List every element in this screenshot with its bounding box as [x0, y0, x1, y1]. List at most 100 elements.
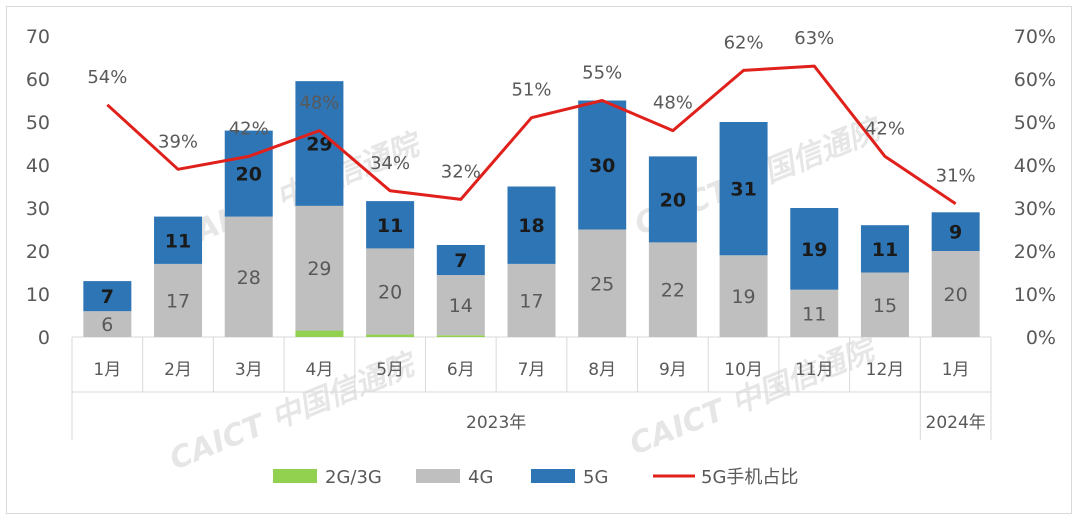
data-label-5g: 18 — [518, 215, 544, 237]
line-data-label: 32% — [441, 161, 481, 182]
data-label-4g: 25 — [590, 273, 614, 295]
bar-5g — [366, 201, 415, 249]
bar-5g — [648, 156, 697, 243]
y2-tick-label: 70% — [1014, 26, 1056, 48]
watermark-4: CAICT 中国信通院 — [625, 331, 883, 462]
bar-5g — [83, 281, 132, 312]
legend-2g3g-label: 2G/3G — [325, 467, 382, 488]
y-tick-label: 50 — [26, 112, 50, 134]
data-label-4g: 20 — [378, 281, 402, 303]
data-label-5g: 9 — [949, 222, 962, 244]
data-label-5g: 11 — [377, 215, 403, 237]
line-data-label: 48% — [653, 93, 693, 114]
x-group-label: 2023年 — [466, 413, 526, 433]
y2-tick-label: 0% — [1026, 327, 1056, 349]
y2-tick-label: 40% — [1014, 155, 1056, 177]
data-label-5g: 11 — [872, 239, 898, 261]
x-tick-label: 8月 — [588, 360, 616, 380]
line-data-label: 31% — [936, 166, 976, 187]
data-label-4g: 17 — [166, 290, 190, 312]
y-tick-label: 70 — [26, 26, 50, 48]
bar-4g — [507, 263, 556, 337]
legend-4g-swatch — [416, 469, 460, 483]
y-tick-label: 40 — [26, 155, 50, 177]
x-tick-label: 2月 — [164, 360, 192, 380]
bar-5g — [224, 130, 273, 217]
legend-5g-label: 5G — [583, 467, 608, 488]
legend-5g-swatch — [531, 469, 575, 483]
legend-4g-label: 4G — [468, 467, 493, 488]
data-label-4g: 20 — [944, 284, 968, 306]
bar-4g — [578, 229, 627, 337]
data-label-4g: 22 — [661, 280, 685, 302]
data-label-5g: 19 — [801, 239, 827, 261]
bar-4g — [224, 216, 273, 337]
line-data-label: 42% — [865, 118, 905, 139]
bar-5g — [154, 216, 203, 264]
bar-4g — [295, 205, 344, 331]
data-label-4g: 11 — [802, 303, 826, 325]
data-label-4g: 29 — [307, 258, 331, 280]
x-tick-label: 1月 — [942, 360, 970, 380]
y-tick-label: 0 — [38, 327, 50, 349]
x-tick-label: 6月 — [447, 360, 475, 380]
data-label-5g: 7 — [454, 250, 467, 272]
line-data-label: 54% — [87, 67, 127, 88]
y-tick-label: 10 — [26, 284, 50, 306]
data-label-5g: 20 — [660, 189, 686, 211]
bar-4g — [366, 248, 415, 335]
bar-4g — [790, 289, 839, 337]
y2-tick-label: 50% — [1014, 112, 1056, 134]
x-group-label: 2024年 — [926, 413, 986, 433]
data-label-4g: 19 — [731, 286, 755, 308]
data-label-5g: 20 — [236, 164, 262, 186]
line-data-label: 51% — [511, 80, 551, 101]
data-label-4g: 15 — [873, 295, 897, 317]
y2-tick-label: 30% — [1014, 198, 1056, 220]
bar-2g3g — [436, 335, 485, 337]
line-data-label: 62% — [724, 32, 764, 53]
bar-2g3g — [295, 330, 344, 337]
x-tick-label: 11月 — [795, 360, 834, 380]
bar-5g — [719, 122, 768, 256]
data-label-5g: 31 — [730, 179, 756, 201]
data-label-5g: 30 — [589, 155, 615, 177]
data-label-4g: 28 — [237, 267, 261, 289]
bar-4g — [931, 251, 980, 337]
bar-5g — [436, 244, 485, 276]
x-tick-label: 5月 — [376, 360, 404, 380]
y2-tick-label: 60% — [1014, 69, 1056, 91]
bar-4g — [719, 255, 768, 337]
line-data-label: 48% — [299, 93, 339, 114]
bar-4g — [154, 263, 203, 337]
bar-4g — [83, 311, 132, 337]
bar-2g3g — [366, 334, 415, 337]
y-tick-label: 30 — [26, 198, 50, 220]
data-label-4g: 17 — [519, 290, 543, 312]
line-data-label: 63% — [794, 28, 834, 49]
y-tick-label: 60 — [26, 69, 50, 91]
bar-5g — [860, 225, 909, 273]
x-tick-label: 4月 — [306, 360, 334, 380]
x-tick-label: 1月 — [93, 360, 121, 380]
line-data-label: 42% — [229, 118, 269, 139]
x-tick-label: 9月 — [659, 360, 687, 380]
y-tick-label: 20 — [26, 241, 50, 263]
y2-tick-label: 10% — [1014, 284, 1056, 306]
x-tick-label: 12月 — [866, 360, 905, 380]
data-label-4g: 6 — [101, 314, 113, 336]
data-label-4g: 14 — [449, 295, 473, 317]
y2-tick-label: 20% — [1014, 241, 1056, 263]
bar-4g — [860, 272, 909, 337]
data-label-5g: 29 — [306, 134, 332, 156]
line-data-label: 34% — [370, 153, 410, 174]
data-label-5g: 7 — [101, 286, 114, 308]
bar-5g — [578, 100, 627, 230]
line-data-label: 39% — [158, 131, 198, 152]
legend-2g3g-swatch — [273, 469, 317, 483]
legend-5g-share-label: 5G手机占比 — [701, 467, 798, 488]
x-tick-label: 7月 — [518, 360, 546, 380]
line-data-label: 55% — [582, 63, 622, 84]
bar-5g — [790, 208, 839, 290]
